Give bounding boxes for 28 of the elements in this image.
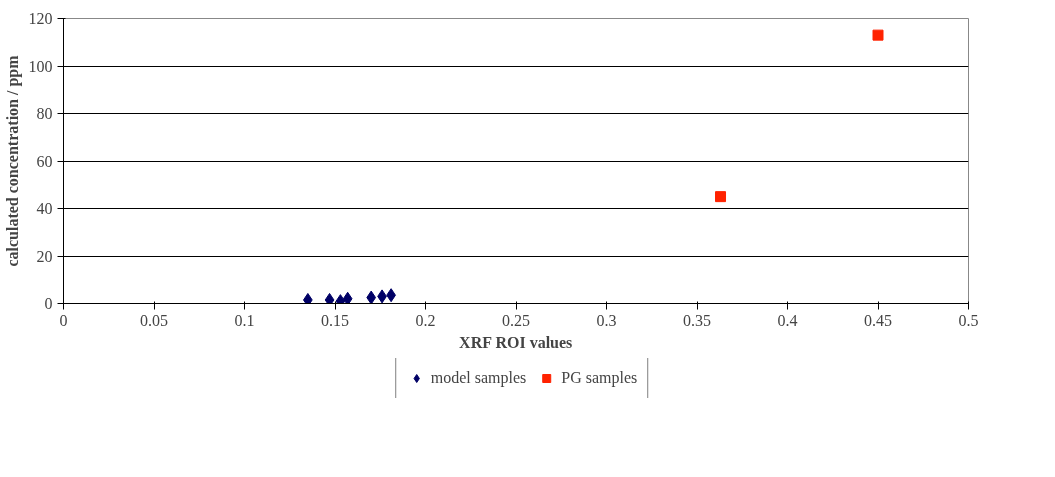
x-axis-title: XRF ROI values [459, 333, 573, 351]
x-tick-label: 0 [59, 311, 68, 329]
x-tick-label: 0.2 [415, 311, 436, 329]
x-tick-label: 0.35 [683, 311, 711, 329]
x-tick-label: 0.25 [502, 311, 530, 329]
x-tick-label: 0.05 [140, 311, 168, 329]
point [366, 290, 377, 304]
x-tick-label: 0.15 [321, 311, 349, 329]
x-tick-label: 0.5 [958, 311, 979, 329]
legend-label: PG samples [561, 369, 638, 387]
point [303, 292, 313, 304]
point [324, 292, 335, 304]
y-tick-label: 80 [36, 105, 53, 122]
x-tick-label: 0.3 [596, 311, 617, 329]
point [342, 291, 353, 304]
y-tick-label: 20 [36, 247, 53, 265]
x-tick-label: 0.45 [864, 311, 892, 329]
y-tick-label: 100 [28, 57, 53, 75]
y-tick-label: 60 [36, 152, 53, 170]
x-tick-label: 0.1 [234, 311, 255, 329]
legend-label: model samples [430, 369, 527, 387]
point [715, 191, 727, 203]
y-axis-title: calculated concentration / ppm [3, 54, 22, 267]
x-tick-label: 0.4 [777, 311, 798, 329]
y-tick-label: 120 [28, 10, 53, 27]
point [872, 29, 884, 41]
y-tick-label: 40 [36, 200, 53, 217]
y-tick-label: 0 [44, 295, 53, 312]
